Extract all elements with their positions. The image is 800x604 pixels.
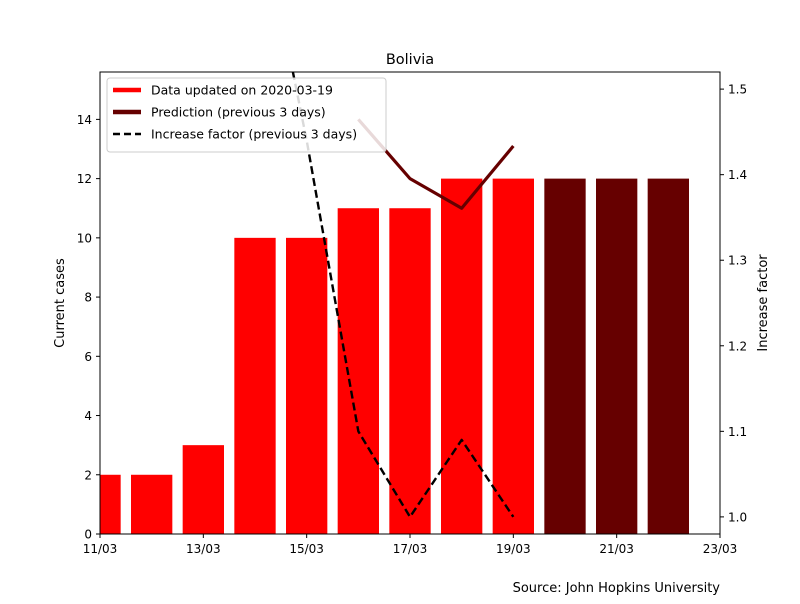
- y-tick-label-4: 4: [84, 409, 92, 423]
- y2-tick-label-1.1: 1.1: [728, 425, 747, 439]
- y2-tick-label-1.3: 1.3: [728, 254, 747, 268]
- y-tick-label-8: 8: [84, 291, 92, 305]
- legend-label-0: Data updated on 2020-03-19: [151, 83, 333, 98]
- y-tick-label-6: 6: [84, 350, 92, 364]
- bar-observed-13-03: [182, 445, 224, 534]
- y2-axis-label: Increase factor: [756, 254, 771, 352]
- x-tick-label-11-03: 11/03: [83, 542, 118, 556]
- x-tick-label-23-03: 23/03: [703, 542, 738, 556]
- x-tick-label-19-03: 19/03: [496, 542, 531, 556]
- bar-observed-16-03: [337, 208, 379, 534]
- chart-title: Bolivia: [386, 52, 434, 68]
- y2-tick-label-1.0: 1.0: [728, 510, 747, 524]
- axes-layer: 11/03 13/03 15/03 17/03 19/03 21/03 23/03 0 2 4 6 8…: [77, 71, 747, 556]
- bars-layer: [100, 178, 689, 534]
- legend-layer: Data updated on 2020-03-19 Prediction (pr…: [106, 77, 387, 153]
- bar-predicted-21-03: [596, 178, 638, 534]
- x-tick-label-13-03: 13/03: [186, 542, 221, 556]
- bar-observed-11-03: [100, 474, 121, 534]
- legend-label-2: Increase factor (previous 3 days): [151, 127, 357, 142]
- y-tick-label-10: 10: [77, 231, 92, 245]
- y-tick-label-12: 12: [77, 172, 92, 186]
- bar-predicted-22-03: [647, 178, 689, 534]
- y2-tick-label-1.2: 1.2: [728, 339, 747, 353]
- x-tick-label-15-03: 15/03: [289, 542, 324, 556]
- y2-tick-label-1.5: 1.5: [728, 83, 747, 97]
- bar-observed-14-03: [234, 237, 276, 534]
- bar-observed-17-03: [389, 208, 431, 534]
- y-tick-label-0: 0: [84, 528, 92, 542]
- legend-label-1: Prediction (previous 3 days): [151, 105, 326, 120]
- bar-observed-18-03: [441, 178, 483, 534]
- y-tick-label-2: 2: [84, 468, 92, 482]
- source-note: Source: John Hopkins University: [513, 581, 721, 596]
- bar-observed-12-03: [131, 474, 173, 534]
- x-tick-label-17-03: 17/03: [393, 542, 428, 556]
- bar-predicted-20-03: [544, 178, 586, 534]
- y-axis-label: Current cases: [53, 258, 68, 348]
- x-tick-label-21-03: 21/03: [599, 542, 634, 556]
- bar-observed-15-03: [286, 237, 328, 534]
- y2-tick-label-1.4: 1.4: [728, 168, 747, 182]
- y-tick-label-14: 14: [77, 113, 92, 127]
- legend-box: [106, 77, 387, 153]
- bar-observed-19-03: [492, 178, 534, 534]
